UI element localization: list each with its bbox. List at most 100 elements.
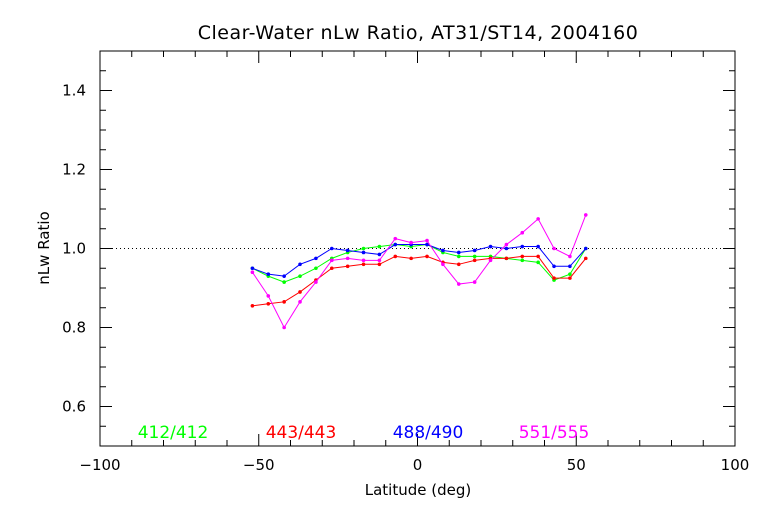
data-point [504,242,509,247]
data-point [425,254,429,259]
series-line-443-443 [252,255,587,307]
data-point [250,303,255,308]
data-point [377,244,382,249]
series-line-488-490 [252,244,587,277]
data-point [298,290,302,294]
data-point [266,302,271,306]
data-point [583,256,588,261]
data-point [568,276,572,280]
data-point [282,300,286,304]
data-point [583,213,588,217]
y-tick-label: 1.4 [62,82,86,100]
data-point [329,258,334,263]
tick-label-layer: −100 −50 0 50 100 0.6 0.8 1.0 1.2 1.4 [62,82,749,475]
data-point [329,266,334,271]
y-tick-label: 1.2 [62,161,86,179]
data-point [456,262,461,267]
data-point [536,260,540,265]
data-point [536,254,540,259]
data-point [583,246,588,251]
y-tick-label: 0.6 [62,398,86,416]
data-point [488,244,493,249]
data-point [520,244,525,249]
data-point [298,300,302,304]
series-line-551-555 [251,214,587,329]
data-point [472,280,477,284]
data-point [504,246,509,251]
legend-entry: 488/490 [393,423,464,443]
plot-border [99,50,736,447]
data-point [314,256,318,261]
data-point [361,258,366,263]
data-point [314,280,318,284]
y-tick-label: 1.0 [62,240,86,258]
data-point [345,248,350,253]
data-point [361,246,366,251]
data-point [456,254,461,259]
data-point [250,270,255,275]
series-line-412-412 [252,244,587,283]
data-point [361,262,366,267]
data-point [425,242,429,247]
data-point [520,230,525,235]
x-tick-label: 100 [721,456,750,474]
tick-layer [99,50,736,447]
data-point [552,246,556,251]
series-layer [250,213,588,330]
data-point [282,280,286,284]
data-point [552,264,556,269]
data-point [504,256,509,261]
data-point [266,272,271,276]
data-point [568,264,572,269]
data-point [552,276,556,280]
legend-entry: 443/443 [266,423,337,443]
data-point [568,254,572,259]
x-tick-label: 0 [413,456,423,474]
series-488-490 [250,242,588,278]
data-point [568,272,572,276]
series-551-555 [250,213,588,330]
data-point [298,262,302,267]
legend-entry: 551/555 [519,423,590,443]
data-point [441,262,445,267]
data-point [329,246,334,251]
data-point [456,250,461,255]
x-axis-label: Latitude (deg) [365,481,471,499]
y-tick-label: 0.8 [62,319,86,337]
data-point [314,266,318,271]
data-point [472,248,477,253]
data-point [345,256,350,261]
data-point [393,242,398,247]
data-point [488,258,493,263]
chart-title: Clear-Water nLw Ratio, AT31/ST14, 200416… [198,22,639,44]
x-tick-label: −50 [243,456,275,474]
data-point [520,254,525,259]
data-point [472,258,477,263]
data-point [345,264,350,269]
plot-frame [99,50,736,447]
x-tick-label: −100 [79,456,120,474]
series-443-443 [250,254,588,308]
data-point [361,250,366,255]
data-point [409,256,413,261]
y-axis-label: nLw Ratio [35,211,53,284]
data-point [377,262,382,267]
data-point [250,266,255,271]
data-point [298,274,302,278]
data-point [393,254,398,259]
legend: 412/412 443/443 488/490 551/555 [138,423,590,443]
data-point [425,238,429,243]
data-point [472,254,477,259]
x-tick-label: 50 [567,456,586,474]
data-point [266,294,271,298]
data-point [409,240,413,245]
data-point [282,274,286,278]
data-point [282,325,286,330]
legend-entry: 412/412 [138,423,209,443]
data-point [536,244,540,249]
data-point [456,282,461,286]
data-point [393,236,398,241]
data-point [536,217,540,221]
data-point [377,252,382,257]
